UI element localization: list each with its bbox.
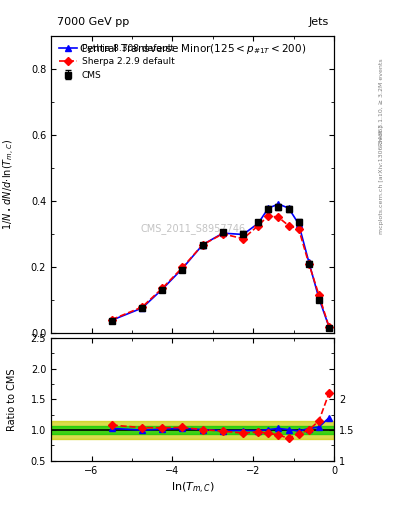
Pythia 8.308 default (307, 259, 311, 265)
Y-axis label: Ratio to CMS: Ratio to CMS (7, 368, 17, 431)
Sherpa 2.2.9 default (316, 292, 321, 298)
Sherpa 2.2.9 default (160, 285, 165, 291)
Sherpa 2.2.9 default (296, 226, 301, 232)
Sherpa 2.2.9 default (220, 231, 225, 237)
Pythia 8.308 default (286, 205, 291, 211)
Bar (51, 426, 334, 434)
Pythia 8.308 default (200, 242, 205, 248)
Pythia 8.308 default (180, 265, 185, 271)
Pythia 8.308 default (220, 230, 225, 236)
Pythia 8.308 default (266, 205, 271, 211)
Pythia 8.308 default (241, 231, 246, 238)
Text: CMS_2011_S8957746: CMS_2011_S8957746 (140, 223, 245, 234)
Y-axis label: $1/N_\bullet\,dN/d\!\cdot\!\ln(T_{m,C})$: $1/N_\bullet\,dN/d\!\cdot\!\ln(T_{m,C})$ (2, 139, 17, 230)
Sherpa 2.2.9 default (180, 264, 185, 270)
Pythia 8.308 default (140, 305, 144, 311)
Pythia 8.308 default (296, 221, 301, 227)
Pythia 8.308 default (316, 295, 321, 301)
Sherpa 2.2.9 default (256, 223, 261, 229)
Pythia 8.308 default (327, 324, 331, 330)
Line: Pythia 8.308 default: Pythia 8.308 default (109, 201, 332, 330)
Text: Central Transverse Minor$(125 < p_{\#1T} < 200)$: Central Transverse Minor$(125 < p_{\#1T}… (79, 42, 306, 56)
Sherpa 2.2.9 default (276, 214, 281, 220)
Text: 7000 GeV pp: 7000 GeV pp (57, 17, 129, 27)
Text: Jets: Jets (308, 17, 329, 27)
X-axis label: $\ln(T_{m,C})$: $\ln(T_{m,C})$ (171, 481, 215, 496)
Pythia 8.308 default (160, 286, 165, 292)
Bar (51, 421, 334, 439)
Sherpa 2.2.9 default (109, 316, 114, 323)
Line: Sherpa 2.2.9 default: Sherpa 2.2.9 default (109, 213, 332, 330)
Sherpa 2.2.9 default (307, 261, 311, 267)
Sherpa 2.2.9 default (327, 324, 331, 330)
Text: mcplots.cern.ch [arXiv:1306.3436]: mcplots.cern.ch [arXiv:1306.3436] (379, 125, 384, 233)
Sherpa 2.2.9 default (241, 236, 246, 242)
Pythia 8.308 default (276, 201, 281, 207)
Pythia 8.308 default (109, 317, 114, 324)
Sherpa 2.2.9 default (266, 212, 271, 219)
Sherpa 2.2.9 default (140, 304, 144, 310)
Text: Rivet 3.1.10, ≥ 3.2M events: Rivet 3.1.10, ≥ 3.2M events (379, 58, 384, 146)
Pythia 8.308 default (256, 220, 261, 226)
Sherpa 2.2.9 default (200, 242, 205, 248)
Sherpa 2.2.9 default (286, 223, 291, 229)
Legend: Pythia 8.308 default, Sherpa 2.2.9 default, CMS: Pythia 8.308 default, Sherpa 2.2.9 defau… (55, 40, 178, 83)
